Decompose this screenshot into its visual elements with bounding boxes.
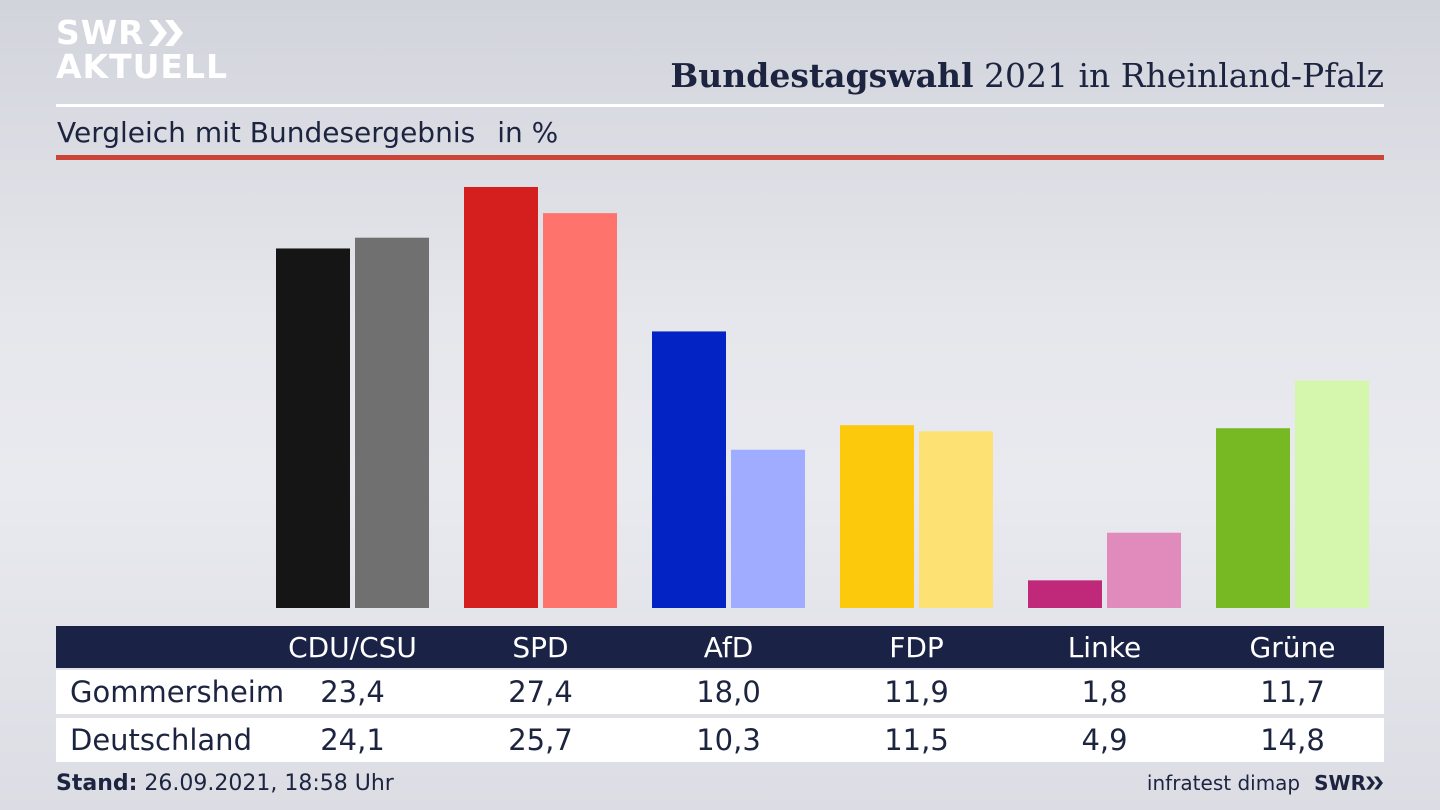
column-header: Grüne bbox=[1249, 630, 1336, 664]
bar-afd-gommersheim bbox=[652, 331, 726, 608]
value-cell: 11,9 bbox=[884, 675, 949, 709]
bar-gr-ne-gommersheim bbox=[1216, 428, 1290, 608]
value-cell: 23,4 bbox=[320, 675, 385, 709]
table-header: CDU/CSU SPD AfD FDP Linke Grüne bbox=[56, 626, 1384, 668]
column-header: CDU/CSU bbox=[288, 630, 417, 664]
header-divider bbox=[56, 104, 1384, 107]
table-row: Gommersheim 23,4 27,4 18,0 11,9 1,8 11,7 bbox=[56, 670, 1384, 714]
value-cell: 10,3 bbox=[696, 723, 761, 757]
value-cell: 1,8 bbox=[1081, 675, 1128, 709]
bar-fdp-gommersheim bbox=[840, 425, 914, 608]
bar-linke-deutschland bbox=[1107, 532, 1181, 608]
source-credit: infratest dimap SWR bbox=[1147, 771, 1384, 795]
column-header: AfD bbox=[703, 630, 754, 664]
double-chevron-icon bbox=[148, 20, 183, 46]
subtitle: Vergleich mit Bundesergebnis in % bbox=[57, 116, 558, 149]
unit-label: in % bbox=[497, 116, 559, 149]
source-label: infratest dimap bbox=[1146, 771, 1301, 795]
row-label: Deutschland bbox=[70, 723, 252, 757]
bar-fdp-deutschland bbox=[919, 431, 993, 608]
bar-cdu-csu-deutschland bbox=[355, 237, 429, 608]
column-header: Linke bbox=[1067, 630, 1142, 664]
column-header: FDP bbox=[889, 630, 944, 664]
value-cell: 11,7 bbox=[1260, 675, 1325, 709]
bar-afd-deutschland bbox=[731, 449, 805, 608]
accent-rule bbox=[56, 155, 1384, 160]
results-table: CDU/CSU SPD AfD FDP Linke Grüne Gommersheim 23… bbox=[56, 626, 1384, 762]
stand-value: 26.09.2021, 18:58 Uhr bbox=[144, 771, 394, 796]
logo-line1: SWR bbox=[56, 13, 145, 52]
bar-chart bbox=[276, 187, 1369, 609]
value-cell: 18,0 bbox=[696, 675, 761, 709]
title-bold: Bundestagswahl bbox=[670, 56, 974, 95]
bar-spd-deutschland bbox=[543, 213, 617, 609]
bar-spd-gommersheim bbox=[464, 187, 538, 608]
value-cell: 4,9 bbox=[1081, 723, 1128, 757]
row-label: Gommersheim bbox=[70, 675, 285, 709]
value-cell: 14,8 bbox=[1260, 723, 1325, 757]
column-header: SPD bbox=[512, 630, 569, 664]
value-cell: 27,4 bbox=[508, 675, 573, 709]
timestamp: Stand: 26.09.2021, 18:58 Uhr bbox=[56, 771, 394, 796]
logo-line2: AKTUELL bbox=[56, 47, 229, 86]
bar-cdu-csu-gommersheim bbox=[276, 248, 350, 609]
title-rest: 2021 in Rheinland-Pfalz bbox=[984, 56, 1384, 95]
table-row: Deutschland 24,1 25,7 10,3 11,5 4,9 14,8 bbox=[56, 718, 1384, 762]
footer-logo-text: SWR bbox=[1314, 771, 1366, 795]
swr-aktuell-logo: SWR AKTUELL bbox=[56, 16, 228, 84]
bar-gr-ne-deutschland bbox=[1295, 380, 1369, 608]
page-title: Bundestagswahl 2021 in Rheinland-Pfalz bbox=[670, 56, 1384, 95]
stand-label: Stand: bbox=[56, 771, 138, 796]
footer-logo: SWR bbox=[1314, 771, 1384, 795]
value-cell: 24,1 bbox=[320, 723, 385, 757]
subtitle-text: Vergleich mit Bundesergebnis bbox=[57, 116, 476, 149]
value-cell: 11,5 bbox=[884, 723, 949, 757]
value-cell: 25,7 bbox=[508, 723, 573, 757]
bar-linke-gommersheim bbox=[1028, 580, 1102, 608]
double-chevron-icon bbox=[1366, 776, 1383, 790]
